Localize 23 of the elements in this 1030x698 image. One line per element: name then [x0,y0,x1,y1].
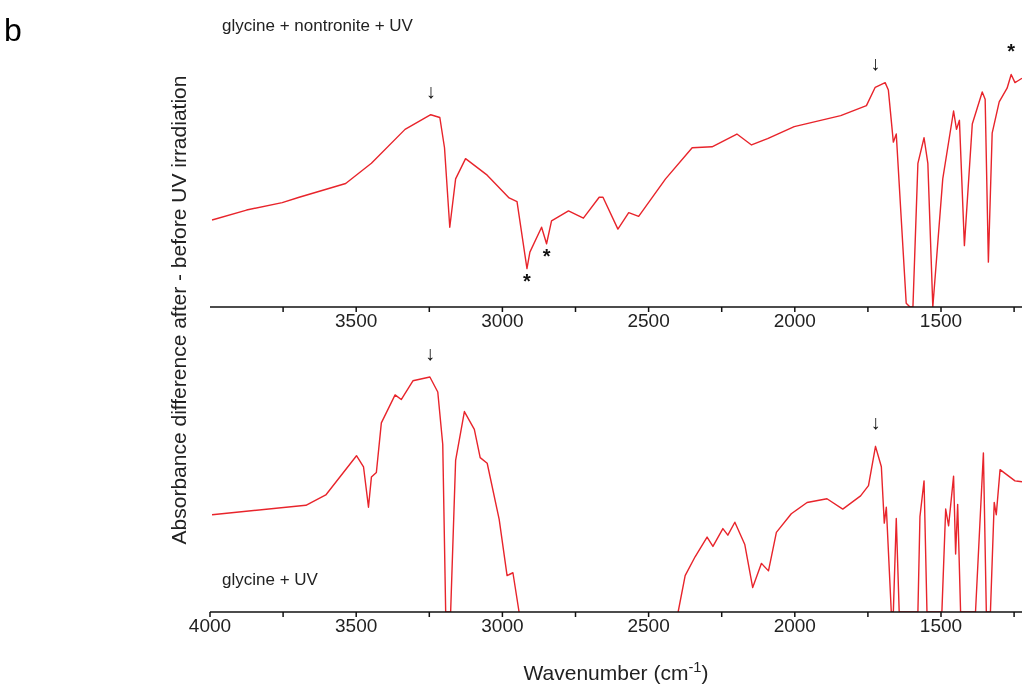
x-tick-label: 3000 [481,310,524,332]
x-tick-label: 2000 [773,310,816,332]
annotation: ↓ [425,79,436,102]
x-tick-label: 3000 [481,615,524,637]
x-tick-label: 3500 [335,615,378,637]
text: b [4,12,22,49]
x-tick-label: 2500 [627,310,670,332]
text: glycine + nontronite + UV [222,16,413,36]
text: glycine + UV [222,570,318,590]
x-tick-label: 3500 [335,310,378,332]
x-tick-label: 1500 [919,310,963,332]
x-axis-title: Wavenumber (cm$^{-1}$) [523,659,709,684]
annotation: * [1007,39,1016,62]
x-tick-label: 2500 [627,615,670,637]
x-tick-label: 2000 [773,615,816,637]
annotation: ↓ [870,411,881,434]
y-axis-title: Absorbance difference after - before UV irradiation [166,75,190,545]
annotation: ↓ [870,52,881,75]
annotation: * [523,269,532,292]
annotation: ↓ [424,342,435,364]
x-tick-label: 1500 [919,615,963,637]
x-tick-label: 4000 [188,615,232,637]
annotation: * [542,244,551,267]
